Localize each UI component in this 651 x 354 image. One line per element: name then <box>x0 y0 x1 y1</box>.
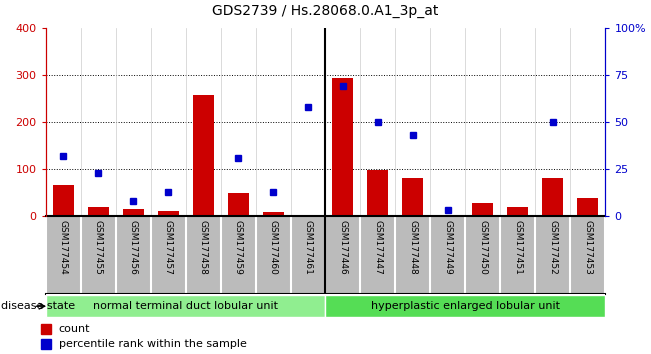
Text: GSM177458: GSM177458 <box>199 220 208 275</box>
Bar <box>262 212 283 216</box>
Bar <box>122 209 143 216</box>
Text: hyperplastic enlarged lobular unit: hyperplastic enlarged lobular unit <box>371 301 560 311</box>
Text: GSM177457: GSM177457 <box>163 220 173 275</box>
Text: GSM177454: GSM177454 <box>59 220 68 275</box>
Text: GSM177451: GSM177451 <box>514 220 523 275</box>
Text: normal terminal duct lobular unit: normal terminal duct lobular unit <box>93 301 278 311</box>
Bar <box>228 193 249 216</box>
Bar <box>507 207 529 216</box>
Bar <box>402 178 423 216</box>
Bar <box>46 295 326 318</box>
Text: percentile rank within the sample: percentile rank within the sample <box>59 339 247 349</box>
Bar <box>473 203 493 216</box>
Bar <box>326 295 605 318</box>
Text: GSM177455: GSM177455 <box>94 220 103 275</box>
Bar <box>158 211 178 216</box>
Bar <box>193 95 214 216</box>
Text: GSM177449: GSM177449 <box>443 220 452 275</box>
Text: GSM177460: GSM177460 <box>268 220 277 275</box>
Text: GSM177447: GSM177447 <box>374 220 383 275</box>
Bar <box>53 185 74 216</box>
Text: GDS2739 / Hs.28068.0.A1_3p_at: GDS2739 / Hs.28068.0.A1_3p_at <box>212 4 439 18</box>
Bar <box>542 178 563 216</box>
Text: GSM177461: GSM177461 <box>303 220 312 275</box>
Text: GSM177452: GSM177452 <box>548 220 557 275</box>
Text: count: count <box>59 324 90 333</box>
Text: GSM177459: GSM177459 <box>234 220 243 275</box>
Bar <box>333 78 353 216</box>
Text: disease state: disease state <box>1 301 76 311</box>
Text: GSM177448: GSM177448 <box>408 220 417 275</box>
Bar <box>367 170 389 216</box>
Bar <box>87 207 109 216</box>
Text: GSM177456: GSM177456 <box>128 220 137 275</box>
Text: GSM177453: GSM177453 <box>583 220 592 275</box>
Bar <box>577 198 598 216</box>
Text: GSM177446: GSM177446 <box>339 220 348 275</box>
Text: GSM177450: GSM177450 <box>478 220 488 275</box>
